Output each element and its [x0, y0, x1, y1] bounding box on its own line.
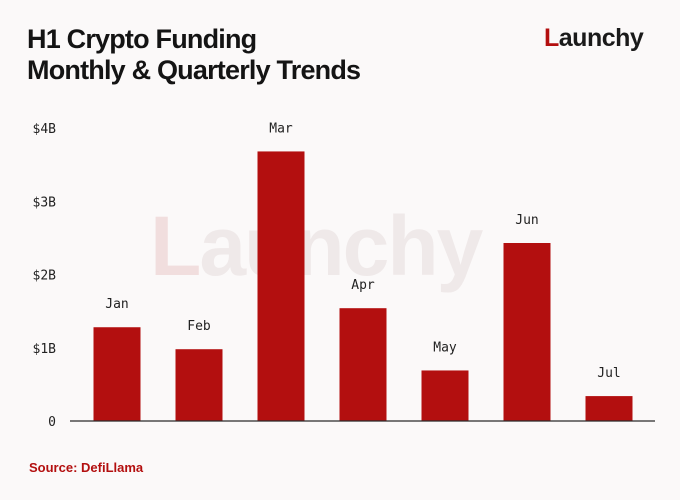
- bar-apr: [339, 308, 387, 421]
- bar-label: May: [433, 340, 457, 355]
- source-note: Source: DefiLlama: [29, 460, 144, 475]
- logo-wordmark-rest: aunchy: [558, 24, 644, 52]
- bar-jul: [585, 396, 633, 421]
- bar-label: Feb: [187, 319, 211, 334]
- bar-labels: Jan Feb Mar Apr May Jun Jul: [105, 121, 620, 381]
- bar-label: Jan: [105, 297, 128, 312]
- bar-label: Jun: [515, 213, 538, 228]
- logo-letter-l: L: [544, 24, 559, 52]
- bar-jan: [93, 327, 141, 421]
- chart-title-line-1: H1 Crypto Funding: [27, 24, 257, 54]
- bar-series: [93, 151, 633, 421]
- y-tick-label: $1B: [33, 342, 57, 357]
- bar-label: Jul: [597, 366, 620, 381]
- y-tick-label: $4B: [33, 122, 57, 137]
- bar-may: [421, 370, 469, 421]
- bar-feb: [175, 349, 223, 421]
- bar-jun: [503, 243, 551, 421]
- bar-label: Apr: [351, 278, 375, 293]
- brand-logo: Launchy: [544, 24, 644, 53]
- bar-label: Mar: [269, 121, 293, 136]
- y-tick-label: 0: [48, 415, 56, 430]
- chart-title: H1 Crypto Funding Monthly & Quarterly Tr…: [27, 24, 361, 86]
- y-tick-label: $3B: [33, 195, 57, 210]
- y-axis: 0 $1B $2B $3B $4B: [33, 122, 57, 430]
- y-tick-label: $2B: [33, 269, 57, 284]
- chart-title-line-2: Monthly & Quarterly Trends: [27, 55, 361, 85]
- bar-mar: [257, 151, 305, 421]
